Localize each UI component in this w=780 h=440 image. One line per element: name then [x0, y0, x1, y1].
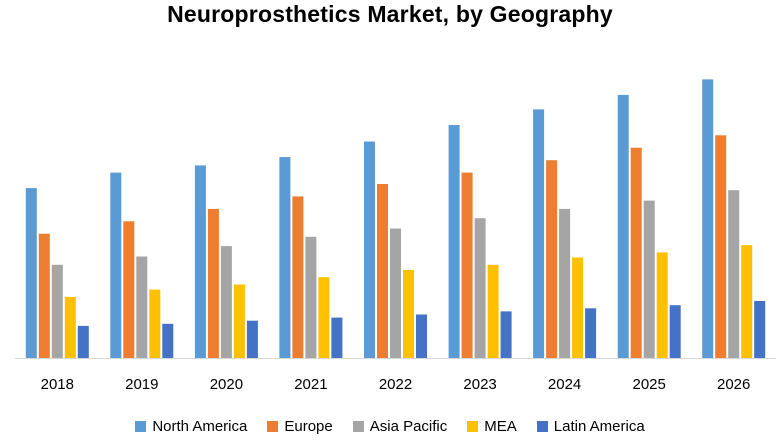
bar-2021-europe: [292, 196, 304, 358]
bar-2025-europe: [630, 147, 642, 358]
x-tick-label-2021: 2021: [294, 376, 327, 393]
legend-swatch-latin-america: [536, 421, 548, 432]
bar-2022-latin-america: [416, 314, 427, 358]
legend-swatch-europe: [267, 421, 279, 432]
legend-label-mea: MEA: [484, 418, 517, 435]
bar-2018-europe: [38, 233, 50, 358]
legend-item-latin-america: Latin America: [536, 418, 645, 435]
bar-2020-asia-pacific: [220, 246, 232, 358]
bar-2020-north-america: [194, 165, 206, 358]
legend-swatch-asia-pacific: [352, 421, 364, 432]
bar-2022-mea: [403, 270, 414, 358]
bar-2021-asia-pacific: [305, 236, 317, 358]
bar-2024-north-america: [533, 109, 545, 359]
legend-label-asia-pacific: Asia Pacific: [369, 418, 448, 435]
bar-2018-latin-america: [77, 325, 89, 358]
bar-2019-asia-pacific: [136, 256, 148, 358]
legend-item-europe: Europe: [267, 418, 333, 435]
bars-group: [25, 79, 766, 359]
bar-2026-mea: [741, 245, 753, 358]
chart-title: Neuroprosthetics Market, by Geography: [167, 1, 613, 27]
bar-2022-north-america: [364, 141, 375, 358]
bar-2020-latin-america: [246, 320, 258, 358]
x-tick-label-2024: 2024: [548, 376, 581, 393]
x-tick-label-2020: 2020: [210, 376, 243, 393]
bar-2023-latin-america: [500, 311, 512, 358]
bar-2021-mea: [318, 277, 330, 358]
x-tick-label-2019: 2019: [125, 376, 158, 393]
bar-2020-mea: [233, 284, 245, 358]
bar-2023-asia-pacific: [474, 218, 486, 358]
x-tick-label-2026: 2026: [717, 376, 750, 393]
bar-2025-latin-america: [669, 305, 681, 358]
bar-2024-europe: [546, 160, 558, 358]
bar-2021-north-america: [279, 157, 291, 358]
x-tick-labels: 2018 2019 2020 2021 2022 2023 2024 2025 2026: [41, 376, 751, 393]
x-tick-label-2025: 2025: [633, 376, 666, 393]
bar-2026-europe: [715, 135, 727, 358]
bar-2025-north-america: [617, 94, 629, 359]
x-tick-label-2022: 2022: [379, 376, 412, 393]
bar-2026-latin-america: [754, 301, 766, 358]
bar-2023-europe: [461, 172, 473, 358]
bar-2021-latin-america: [331, 317, 343, 358]
bar-2018-asia-pacific: [51, 264, 63, 358]
bar-2024-asia-pacific: [559, 208, 571, 358]
legend-item-mea: MEA: [467, 418, 517, 435]
bar-2026-north-america: [702, 79, 714, 359]
bar-2019-latin-america: [162, 323, 174, 358]
bar-2023-mea: [487, 264, 499, 358]
bar-2024-latin-america: [585, 308, 597, 358]
bar-2025-asia-pacific: [643, 200, 655, 358]
x-tick-label-2018: 2018: [41, 376, 74, 393]
bar-2022-asia-pacific: [390, 228, 401, 358]
bar-2020-europe: [207, 208, 219, 358]
x-tick-label-2023: 2023: [463, 376, 496, 393]
bar-2019-mea: [149, 289, 161, 358]
bar-2022-europe: [377, 184, 388, 358]
legend-swatch-north-america: [135, 421, 147, 432]
legend-label-europe: Europe: [284, 418, 333, 435]
bar-2019-europe: [123, 221, 135, 358]
legend-item-asia-pacific: Asia Pacific: [352, 418, 448, 435]
bar-2018-mea: [64, 296, 76, 358]
bar-2023-north-america: [448, 125, 460, 358]
legend: North America Europe Asia Pacific MEA Latin …: [0, 418, 780, 435]
legend-item-north-america: North America: [135, 418, 247, 435]
bar-2024-mea: [572, 257, 584, 358]
legend-label-latin-america: Latin America: [553, 418, 645, 435]
bar-2026-asia-pacific: [728, 190, 740, 358]
legend-label-north-america: North America: [152, 418, 248, 435]
bar-2019-north-america: [110, 172, 122, 358]
legend-swatch-mea: [467, 421, 479, 432]
bar-2025-mea: [656, 252, 668, 358]
bar-2018-north-america: [25, 188, 37, 358]
